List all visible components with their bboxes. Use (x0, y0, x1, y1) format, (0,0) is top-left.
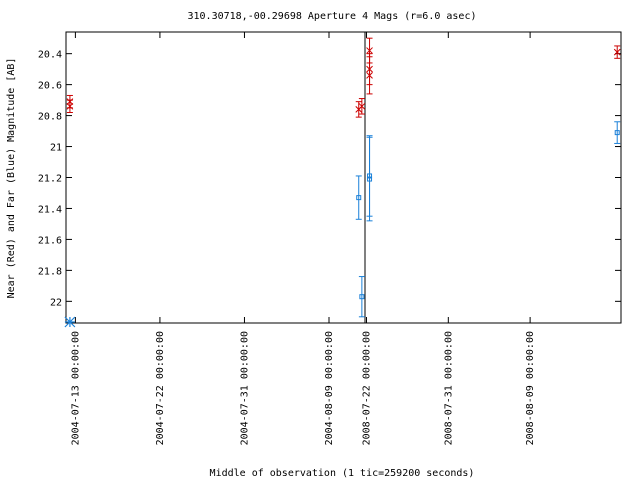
x-tick-label: 2008-07-22 00:00:00 (362, 331, 373, 445)
square-marker (367, 176, 373, 182)
y-tick-label: 21.6 (38, 235, 62, 246)
x-tick-label: 2004-07-13 00:00:00 (70, 331, 81, 445)
x-tick-label: 2008-08-09 00:00:00 (525, 331, 536, 445)
y-tick-label: 20.4 (38, 50, 62, 61)
plot-frame (65, 31, 622, 324)
chart-title: 310.30718,-00.29698 Aperture 4 Mags (r=6… (188, 11, 477, 22)
square-marker (614, 130, 620, 136)
square-marker (356, 195, 362, 201)
data-point (366, 56, 373, 95)
data-point (355, 101, 363, 118)
y-axis-ticks: 20.4 20.6 20.8 21 21.2 21.4 21.6 21.8 22 (38, 50, 621, 308)
square-marker (359, 294, 365, 300)
data-point (366, 136, 373, 222)
x-tick-label: 2004-07-22 00:00:00 (155, 331, 166, 445)
data-point (358, 98, 366, 115)
x-axis-label: Middle of observation (1 tic=259200 seco… (210, 468, 475, 479)
y-tick-label: 21.8 (38, 266, 62, 277)
x-marker (613, 48, 621, 56)
x-tick-label: 2004-07-31 00:00:00 (239, 331, 250, 445)
asterisk-shape (64, 316, 76, 328)
x-tick-label: 2008-07-31 00:00:00 (443, 331, 454, 445)
x-tick-label: 2004-08-09 00:00:00 (324, 331, 335, 445)
data-point (355, 175, 362, 220)
y-tick-label: 21.2 (38, 174, 62, 185)
x-marker (366, 47, 373, 54)
x-marker (358, 102, 366, 110)
y-tick-label: 22 (50, 297, 62, 308)
y-axis-label: Near (Red) and Far (Blue) Magnitude [AB] (6, 58, 17, 299)
asterisk-marker (64, 316, 76, 328)
x-marker (366, 71, 373, 79)
data-point (66, 99, 74, 113)
y-tick-label: 21.4 (38, 204, 62, 215)
y-tick-label: 20.8 (38, 112, 62, 123)
y-tick-label: 21 (50, 143, 62, 154)
data-marks (64, 37, 621, 328)
data-point (358, 276, 365, 318)
data-point (613, 45, 621, 59)
x-marker (66, 102, 74, 110)
data-point (614, 121, 621, 144)
y-tick-label: 20.6 (38, 81, 62, 92)
x-axis-ticks: 2004-07-13 00:00:00 2004-07-22 00:00:00 20… (70, 32, 536, 445)
